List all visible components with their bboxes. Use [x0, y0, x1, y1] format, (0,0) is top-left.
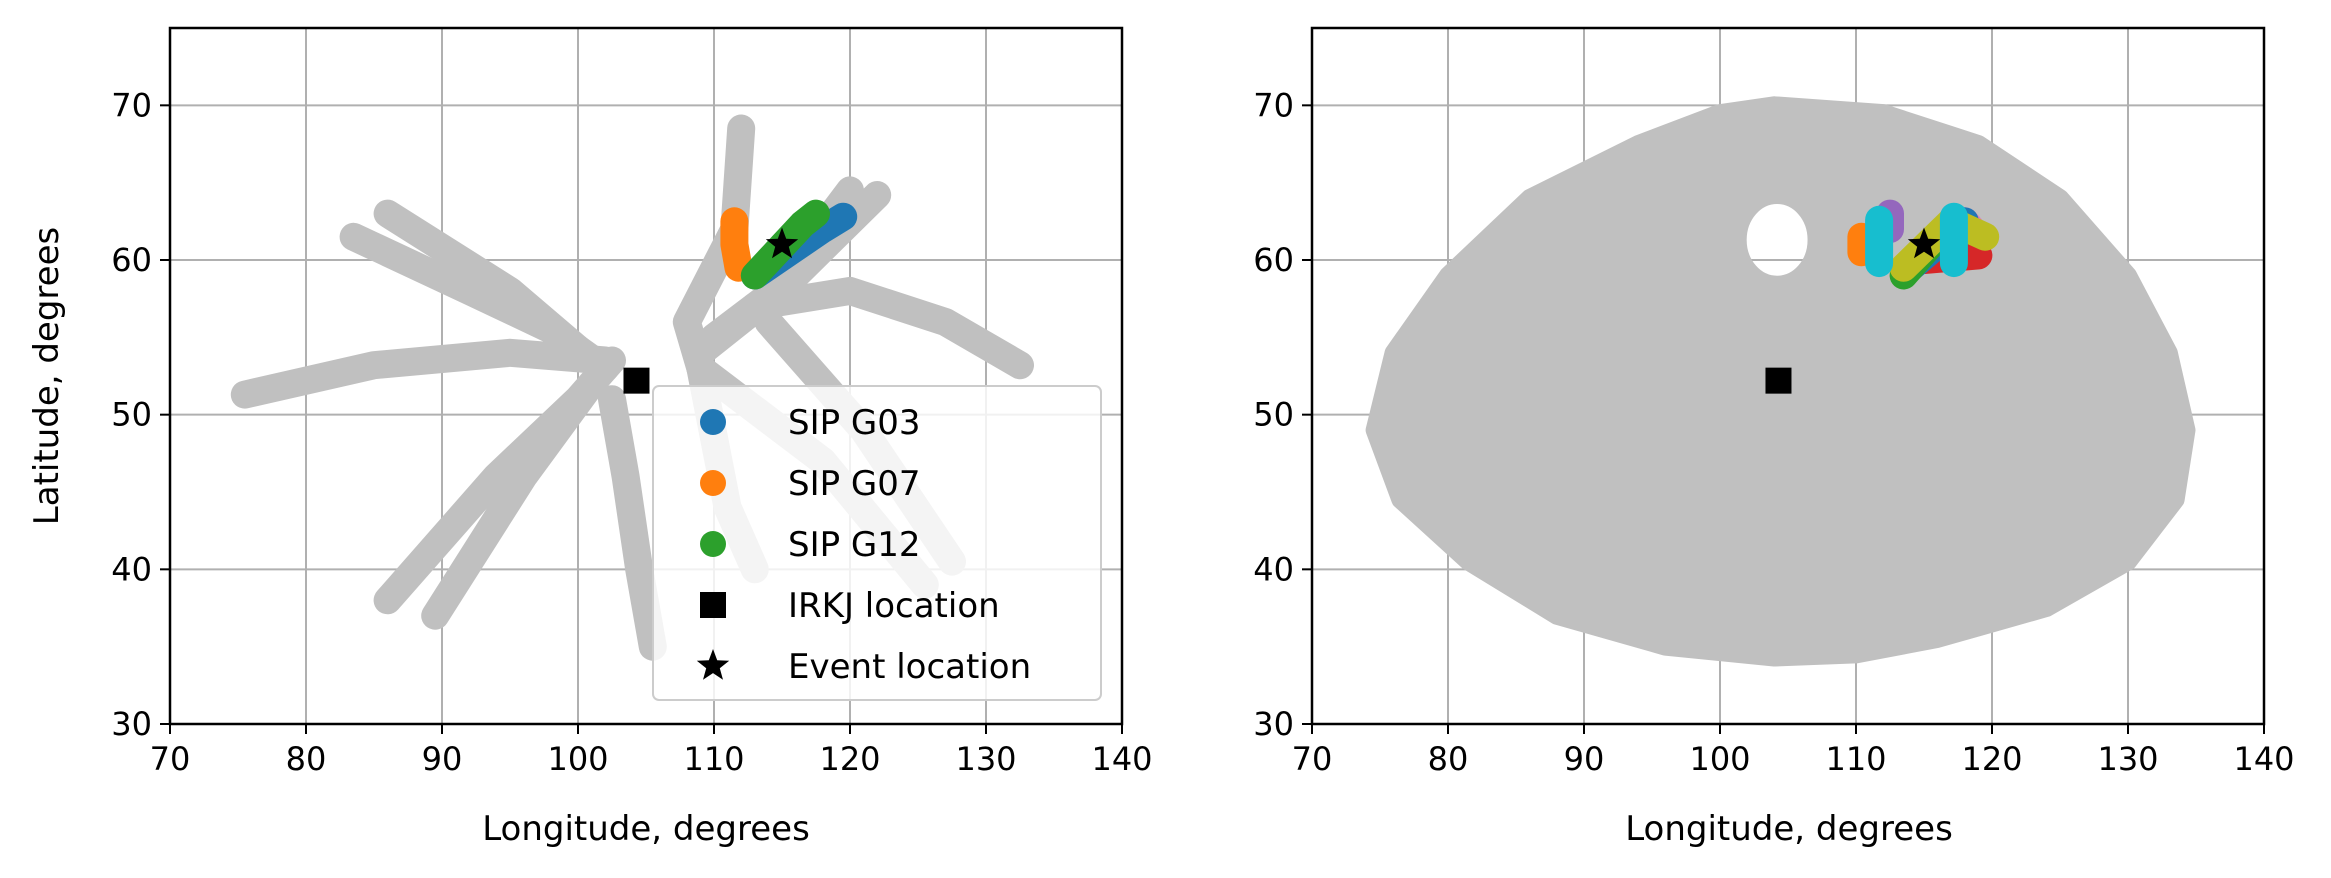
- legend-entry-label: SIP G03: [788, 403, 921, 443]
- x-tick-label: 120: [1961, 740, 2022, 778]
- x-tick-label: 80: [286, 740, 327, 778]
- y-tick-label: 30: [111, 705, 152, 743]
- y-tick-label: 50: [111, 396, 152, 434]
- x-tick-label: 120: [819, 740, 880, 778]
- star-marker: [765, 227, 799, 259]
- chart-right-x-axis-label: Longitude, degrees: [1625, 809, 1953, 849]
- chart-right: 70 80 90 100 110 120 130 140 30 40 50 60 70 Longitud…: [1253, 26, 2295, 849]
- background-track: [373, 199, 606, 375]
- legend-marker-circle: [700, 531, 726, 557]
- x-tick-label: 100: [1689, 740, 1750, 778]
- y-tick-label: 40: [111, 550, 152, 588]
- star-marker: [1907, 227, 1941, 259]
- legend-entry-label: Event location: [788, 647, 1031, 687]
- y-tick-label: 70: [1253, 86, 1294, 124]
- y-tick-label: 60: [1253, 241, 1294, 279]
- legend-entry-label: SIP G12: [788, 525, 921, 565]
- x-tick-label: 90: [422, 740, 463, 778]
- axes-frame: [1310, 26, 2266, 726]
- x-tick-label: 130: [955, 740, 1016, 778]
- series-track-2: [740, 199, 830, 290]
- x-tick-label: 70: [1292, 740, 1333, 778]
- background-track: [421, 369, 606, 630]
- chart-left-legend: SIP G03 SIP G07 SIP G12 IRKJ location Event …: [652, 385, 1102, 701]
- chart-right-series-layer: [1765, 199, 2000, 394]
- y-tick-label: 70: [111, 86, 152, 124]
- chart-left-y-axis-label: Latitude, degrees: [27, 227, 67, 525]
- legend-marker-square: [700, 592, 726, 618]
- legend-marker-star: [696, 649, 730, 680]
- series-track-1: [720, 207, 753, 282]
- chart-right-frame: [1310, 26, 2266, 726]
- chart-left-frame: [168, 26, 1124, 726]
- y-tick-label: 30: [1253, 705, 1294, 743]
- legend-entry-label: SIP G07: [788, 464, 921, 504]
- background-track: [230, 338, 620, 409]
- y-tick-label: 60: [111, 241, 152, 279]
- x-tick-label: 130: [2097, 740, 2158, 778]
- x-tick-label: 70: [150, 740, 191, 778]
- x-tick-label: 90: [1564, 740, 1605, 778]
- x-tick-label: 140: [2233, 740, 2294, 778]
- axes-frame: [168, 26, 1124, 726]
- background-track: [740, 276, 1034, 380]
- chart-left: 70 80 90 100 110 120 130 140 30 40 50 60 70 Longitud…: [27, 26, 1153, 849]
- background-track: [598, 385, 667, 661]
- legend-entry-label: IRKJ location: [788, 586, 1000, 626]
- x-tick-label: 110: [1825, 740, 1886, 778]
- y-tick-label: 40: [1253, 550, 1294, 588]
- chart-left-ticks: 70 80 90 100 110 120 130 140 30 40 50 60 70: [111, 86, 1152, 778]
- legend-marker-circle: [700, 409, 726, 435]
- legend-box: [652, 385, 1102, 701]
- legend-marker-circle: [700, 470, 726, 496]
- y-tick-label: 50: [1253, 396, 1294, 434]
- x-tick-label: 110: [683, 740, 744, 778]
- square-marker: [623, 367, 650, 394]
- x-tick-label: 80: [1428, 740, 1469, 778]
- chart-left-series-layer: [623, 199, 858, 394]
- x-tick-label: 100: [547, 740, 608, 778]
- chart-right-ticks: 70 80 90 100 110 120 130 140 30 40 50 60 70: [1253, 86, 2294, 778]
- x-tick-label: 140: [1091, 740, 1152, 778]
- chart-left-x-axis-label: Longitude, degrees: [482, 809, 810, 849]
- square-marker: [1765, 367, 1792, 394]
